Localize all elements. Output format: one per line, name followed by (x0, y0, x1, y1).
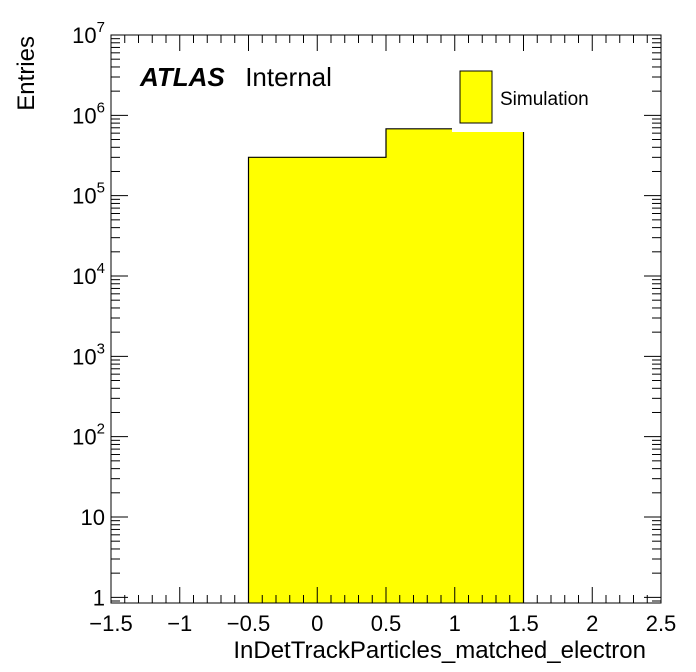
histogram-bin-2 (386, 128, 524, 603)
histogram-outline (247, 128, 525, 603)
bins-layer (247, 128, 525, 603)
legend-label: Simulation (500, 89, 589, 110)
histogram-bin-1 (248, 157, 386, 603)
x-axis-title: InDetTrackParticles_matched_electron (233, 637, 646, 664)
x-tick-label: 2.5 (646, 611, 677, 636)
y-tick-label: 105 (72, 180, 105, 209)
atlas-label: ATLAS Internal (139, 62, 332, 92)
x-tick-label: 1 (449, 611, 461, 636)
y-tick-label: 103 (72, 340, 105, 369)
y-tick-label: 104 (72, 260, 105, 289)
y-axis-title: Entries (13, 36, 40, 111)
y-tick-label: 102 (72, 421, 105, 450)
atlas-internal-label: Internal (245, 62, 332, 92)
plot-frame (110, 34, 662, 604)
y-tick-label: 106 (72, 99, 105, 128)
x-tick-label: 1.5 (508, 611, 539, 636)
x-tick-label: −0.5 (227, 611, 270, 636)
legend: Simulation (452, 66, 612, 132)
y-tick-label: 10 (81, 505, 105, 530)
y-tick-label: 1 (93, 585, 105, 610)
ticks-layer (110, 34, 662, 603)
x-tick-label: −1 (167, 611, 192, 636)
x-tick-label: −1.5 (89, 611, 132, 636)
y-tick-label: 107 (72, 19, 105, 48)
x-tick-label: 2 (586, 611, 598, 636)
labels-layer: −1.5 −1 −0.5 0 0.5 1 1.5 2 2.5 1 10 102 103 104 105 106… (72, 19, 676, 636)
atlas-bold-label: ATLAS (139, 62, 225, 92)
x-tick-label: 0 (311, 611, 323, 636)
legend-swatch (459, 70, 493, 124)
x-tick-label: 0.5 (371, 611, 402, 636)
